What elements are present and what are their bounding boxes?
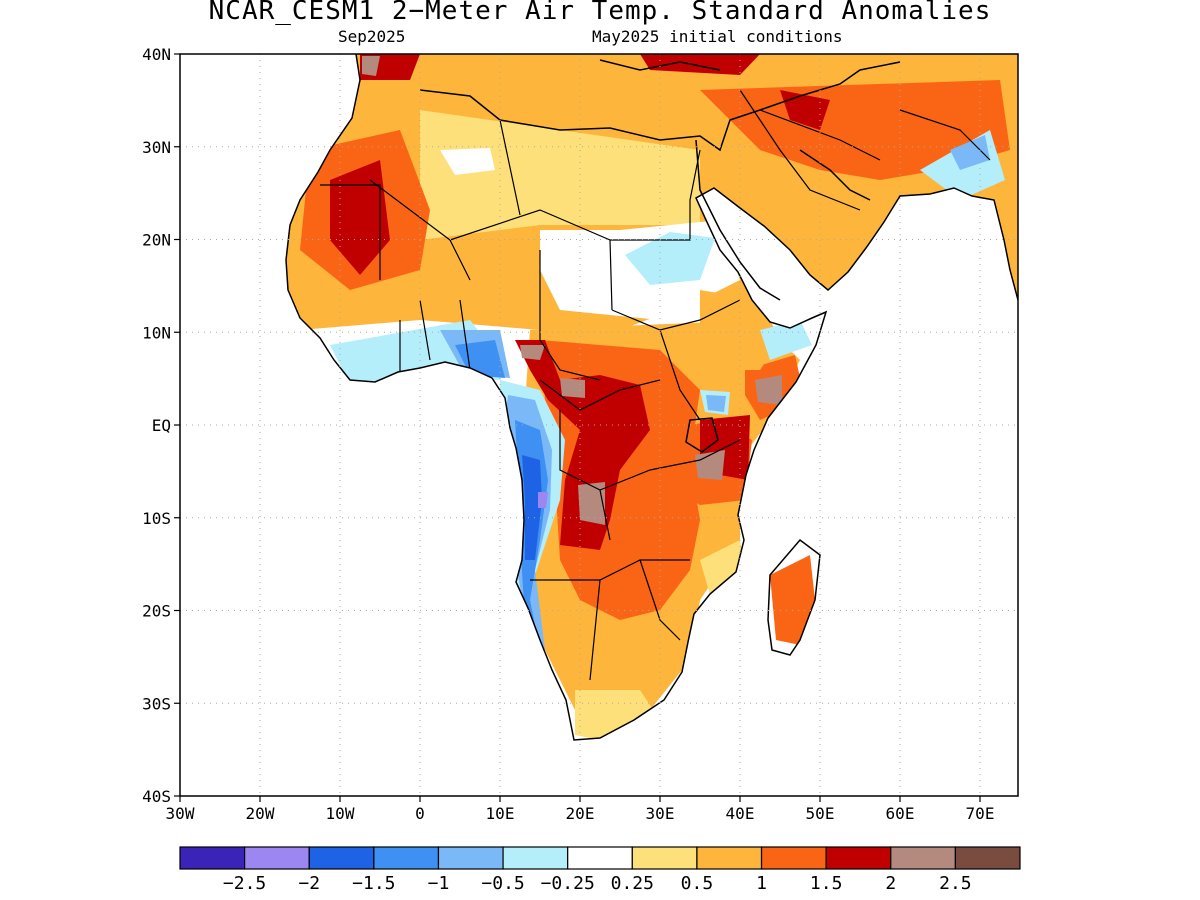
- colorbar-box: [890, 846, 956, 870]
- colorbar: −2.5 −2 −1.5 −1 −0.5 −0.25 0.25 0.5 1 1.5 2 2.5: [179, 846, 1021, 894]
- lat-label: 10N: [142, 323, 171, 342]
- lon-label: 30W: [166, 804, 195, 823]
- colorbar-label: 2.5: [939, 873, 972, 894]
- lat-label: 10S: [142, 509, 171, 528]
- axis-ticks: [174, 53, 981, 802]
- lon-label: 10E: [486, 804, 515, 823]
- lon-label: 20E: [566, 804, 595, 823]
- lon-label: 10W: [326, 804, 355, 823]
- coastline: [285, 54, 1018, 741]
- lat-label: EQ: [152, 416, 171, 435]
- latitude-labels: 40N 30N 20N 10N EQ 10S 20S 30S 40S: [142, 45, 171, 806]
- valid-month-label: Sep2025: [338, 27, 406, 46]
- colorbar-box: [567, 846, 633, 870]
- colorbar-box: [696, 846, 763, 870]
- map-title: NCAR_CESM1 2−Meter Air Temp. Standard An…: [208, 0, 992, 26]
- colorbar-label: 0.25: [611, 873, 654, 894]
- init-conditions-label: May2025 initial conditions: [592, 27, 843, 46]
- colorbar-label: −2.5: [223, 873, 266, 894]
- colorbar-label: −1.5: [352, 873, 395, 894]
- colorbar-label: −0.25: [541, 873, 595, 894]
- lat-label: 20S: [142, 602, 171, 621]
- lat-label: 30S: [142, 694, 171, 713]
- lon-label: 70E: [966, 804, 995, 823]
- colorbar-label: −0.5: [481, 873, 524, 894]
- colorbar-box: [760, 846, 827, 870]
- grid-lines: [180, 54, 1018, 796]
- lat-label: 40S: [142, 787, 171, 806]
- colorbar-label: −2: [298, 873, 320, 894]
- colorbar-box: [179, 846, 246, 870]
- lon-label: 20W: [246, 804, 275, 823]
- colorbar-label: 1: [756, 873, 767, 894]
- lon-label: 60E: [886, 804, 915, 823]
- lon-label: 0: [415, 804, 425, 823]
- longitude-labels: 30W 20W 10W 0 10E 20E 30E 40E 50E 60E 70E: [166, 804, 995, 823]
- lat-label: 30N: [142, 138, 171, 157]
- colorbar-box: [437, 846, 504, 870]
- colorbar-label: 0.5: [681, 873, 714, 894]
- lat-label: 40N: [142, 45, 171, 64]
- lon-label: 50E: [806, 804, 835, 823]
- colorbar-label: −1: [428, 873, 450, 894]
- anomaly-field: [286, 54, 1018, 740]
- colorbar-label: 2: [885, 873, 896, 894]
- lon-label: 40E: [726, 804, 755, 823]
- colorbar-box: [502, 846, 569, 870]
- colorbar-label: 1.5: [810, 873, 843, 894]
- lon-label: 30E: [646, 804, 675, 823]
- colorbar-box: [244, 846, 310, 870]
- colorbar-box: [308, 846, 375, 870]
- lat-label: 20N: [142, 231, 171, 250]
- colorbar-box: [954, 846, 1021, 870]
- colorbar-box: [631, 846, 698, 870]
- colorbar-box: [373, 846, 440, 870]
- colorbar-box: [825, 846, 892, 870]
